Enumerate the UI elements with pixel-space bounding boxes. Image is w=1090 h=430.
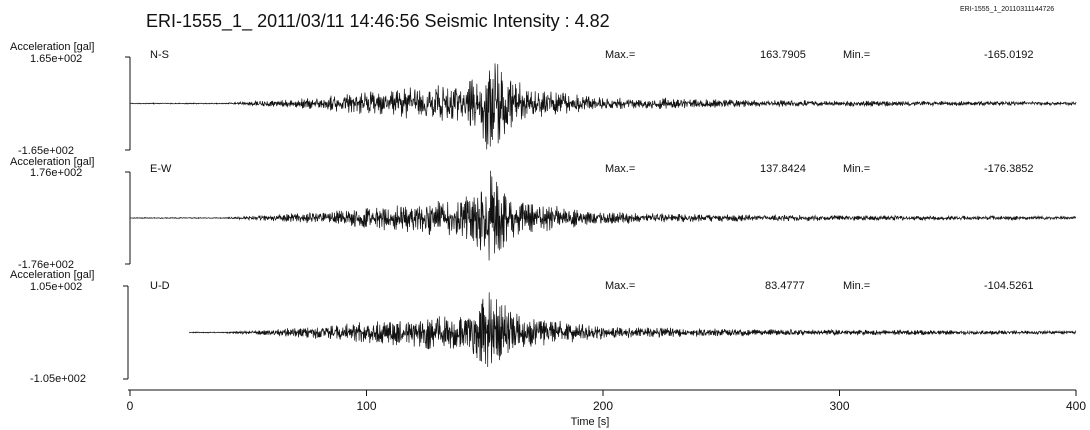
panel-ud: Acceleration [gal] 1.05e+002 -1.05e+002 … [10, 269, 1077, 385]
ymax-label-ns: 1.65e+002 [30, 53, 82, 65]
max-label-ns: Max.= [605, 49, 635, 61]
component-label-ud: U-D [150, 280, 170, 292]
component-label-ew: E-W [150, 163, 172, 175]
max-label-ew: Max.= [605, 163, 635, 175]
x-axis: 0 100 200 300 400 Time [s] [127, 389, 1086, 428]
max-value-ew: 137.8424 [760, 163, 806, 175]
trace-ud [189, 292, 1077, 368]
ylabel-ud: Acceleration [gal] [10, 269, 94, 281]
component-label-ns: N-S [150, 49, 169, 61]
x-tick-label: 0 [127, 399, 134, 413]
min-value-ud: -104.5261 [984, 280, 1034, 292]
max-label-ud: Max.= [605, 280, 635, 292]
ymin-label-ns: -1.65e+002 [18, 145, 74, 157]
max-value-ns: 163.7905 [760, 49, 806, 61]
x-ticks: 0 100 200 300 400 [127, 390, 1086, 413]
min-value-ew: -176.3852 [984, 163, 1034, 175]
panel-ew: Acceleration [gal] 1.76e+002 -1.76e+002 … [10, 156, 1077, 271]
trace-ns [129, 63, 1077, 150]
ymin-label-ew: -1.76e+002 [18, 259, 74, 271]
ymax-label-ew: 1.76e+002 [30, 167, 82, 179]
min-label-ew: Min.= [843, 163, 870, 175]
min-value-ns: -165.0192 [984, 49, 1034, 61]
max-value-ud: 83.4777 [765, 280, 805, 292]
chart-title: ERI-1555_1_ 2011/03/11 14:46:56 Seismic … [146, 11, 610, 32]
min-label-ns: Min.= [843, 49, 870, 61]
x-tick-label: 400 [1066, 399, 1086, 413]
min-label-ud: Min.= [843, 280, 870, 292]
ymax-label-ud: 1.05e+002 [30, 281, 82, 293]
panel-ns: Acceleration [gal] 1.65e+002 -1.65e+002 … [10, 41, 1077, 157]
x-axis-label: Time [s] [571, 416, 610, 428]
x-tick-label: 200 [593, 399, 613, 413]
trace-ew [129, 170, 1077, 261]
x-tick-label: 100 [356, 399, 376, 413]
ylabel-ns: Acceleration [gal] [10, 41, 94, 53]
file-id: ERI-1555_1_20110311144726 [960, 6, 1054, 13]
x-tick-label: 300 [829, 399, 849, 413]
ymin-label-ud: -1.05e+002 [30, 373, 86, 385]
ylabel-ew: Acceleration [gal] [10, 156, 94, 168]
